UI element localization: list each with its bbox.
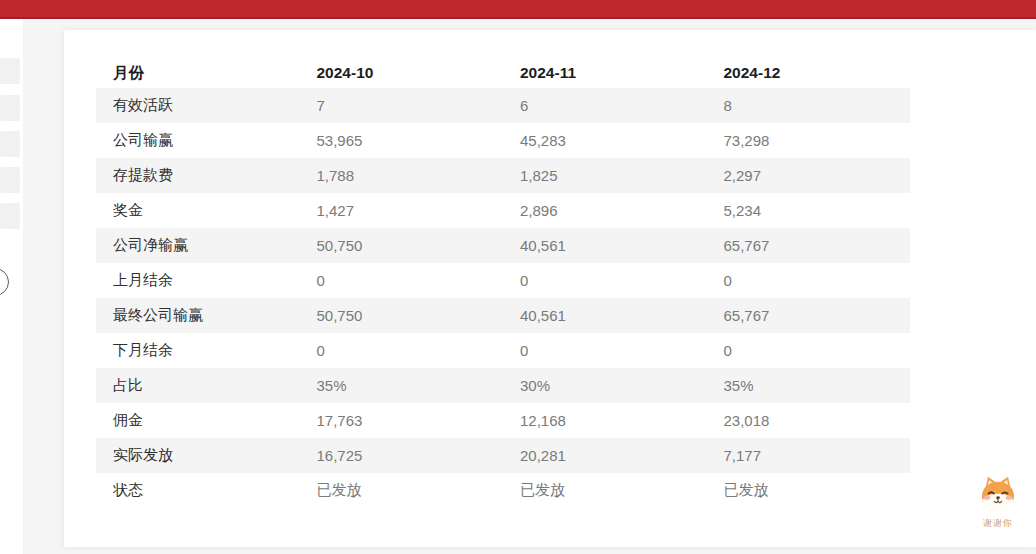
table-row: 存提款费 1,788 1,825 2,297 [96, 158, 910, 193]
cell-value: 0 [503, 333, 707, 368]
sidebar-edge [0, 19, 23, 554]
cell-value: 40,561 [503, 298, 707, 333]
row-label: 实际发放 [96, 438, 300, 473]
column-header-2024-10: 2024-10 [300, 58, 504, 88]
cell-value: 40,561 [503, 228, 707, 263]
table-row: 占比 35% 30% 35% [96, 368, 910, 403]
row-label: 状态 [96, 473, 300, 508]
report-card: 月份 2024-10 2024-11 2024-12 有效活跃 7 6 8 公司… [64, 30, 1036, 547]
table-row: 最终公司输赢 50,750 40,561 65,767 [96, 298, 910, 333]
row-label: 存提款费 [96, 158, 300, 193]
mascot-widget[interactable]: 谢谢你 [975, 474, 1021, 528]
row-label: 奖金 [96, 193, 300, 228]
table-row: 公司净输赢 50,750 40,561 65,767 [96, 228, 910, 263]
row-label: 下月结余 [96, 333, 300, 368]
cell-value: 17,763 [300, 403, 504, 438]
cell-value: 1,825 [503, 158, 707, 193]
cell-value: 35% [707, 368, 911, 403]
table-row: 奖金 1,427 2,896 5,234 [96, 193, 910, 228]
table-row: 状态 已发放 已发放 已发放 [96, 473, 910, 508]
cell-value: 50,750 [300, 298, 504, 333]
cell-value: 65,767 [707, 228, 911, 263]
shiba-mascot-icon [976, 502, 1020, 519]
table-row: 公司输赢 53,965 45,283 73,298 [96, 123, 910, 158]
sidebar-item-5[interactable] [0, 203, 20, 229]
cell-value: 已发放 [707, 473, 911, 508]
table-row: 实际发放 16,725 20,281 7,177 [96, 438, 910, 473]
row-label: 公司净输赢 [96, 228, 300, 263]
mascot-label: 谢谢你 [975, 518, 1021, 528]
cell-value: 65,767 [707, 298, 911, 333]
top-red-bar [0, 0, 1036, 19]
column-header-2024-12: 2024-12 [707, 58, 911, 88]
cell-value: 30% [503, 368, 707, 403]
cell-value: 0 [707, 263, 911, 298]
cell-value: 1,427 [300, 193, 504, 228]
cell-value: 45,283 [503, 123, 707, 158]
cell-value: 7,177 [707, 438, 911, 473]
cell-value: 1,788 [300, 158, 504, 193]
cell-value: 8 [707, 88, 911, 123]
cell-value: 50,750 [300, 228, 504, 263]
cell-value: 0 [300, 333, 504, 368]
monthly-report-table: 月份 2024-10 2024-11 2024-12 有效活跃 7 6 8 公司… [96, 58, 910, 508]
row-label: 公司输赢 [96, 123, 300, 158]
row-label: 占比 [96, 368, 300, 403]
cell-value: 53,965 [300, 123, 504, 158]
sidebar-item-4[interactable] [0, 167, 20, 193]
sidebar-item-1[interactable] [0, 58, 20, 84]
cell-value: 20,281 [503, 438, 707, 473]
cell-value: 2,297 [707, 158, 911, 193]
cell-value: 6 [503, 88, 707, 123]
table-row: 上月结余 0 0 0 [96, 263, 910, 298]
row-label: 上月结余 [96, 263, 300, 298]
sidebar-item-2[interactable] [0, 95, 20, 121]
cell-value: 7 [300, 88, 504, 123]
page: { "colors": { "topbar": "#c0262e", "topb… [0, 0, 1036, 554]
row-label: 佣金 [96, 403, 300, 438]
cell-value: 16,725 [300, 438, 504, 473]
table-row: 佣金 17,763 12,168 23,018 [96, 403, 910, 438]
column-header-2024-11: 2024-11 [503, 58, 707, 88]
table-row: 有效活跃 7 6 8 [96, 88, 910, 123]
cell-value: 已发放 [503, 473, 707, 508]
cell-value: 35% [300, 368, 504, 403]
cell-value: 0 [707, 333, 911, 368]
table-header-row: 月份 2024-10 2024-11 2024-12 [96, 58, 910, 88]
cell-value: 73,298 [707, 123, 911, 158]
cell-value: 23,018 [707, 403, 911, 438]
column-header-month: 月份 [96, 58, 300, 88]
cell-value: 已发放 [300, 473, 504, 508]
sidebar-toggle-button[interactable] [0, 268, 9, 296]
cell-value: 2,896 [503, 193, 707, 228]
sidebar-item-3[interactable] [0, 131, 20, 157]
row-label: 有效活跃 [96, 88, 300, 123]
cell-value: 5,234 [707, 193, 911, 228]
row-label: 最终公司输赢 [96, 298, 300, 333]
cell-value: 0 [300, 263, 504, 298]
table-row: 下月结余 0 0 0 [96, 333, 910, 368]
cell-value: 0 [503, 263, 707, 298]
cell-value: 12,168 [503, 403, 707, 438]
